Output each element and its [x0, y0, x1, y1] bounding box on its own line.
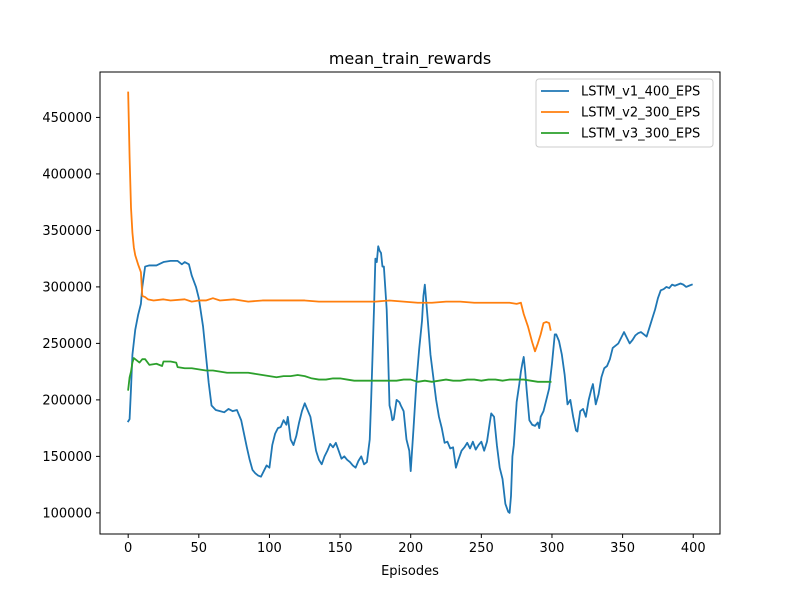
y-tick-label: 100000: [42, 506, 92, 521]
x-tick-label: 200: [398, 541, 423, 556]
y-tick-label: 150000: [42, 450, 92, 465]
x-tick-label: 100: [257, 541, 282, 556]
legend-label-3: LSTM_v3_300_EPS: [581, 127, 700, 142]
x-tick-label: 300: [540, 541, 565, 556]
y-tick-label: 350000: [42, 224, 92, 239]
x-axis-label: Episodes: [381, 564, 439, 579]
legend-label-1: LSTM_v1_400_EPS: [581, 85, 700, 100]
x-tick-label: 0: [124, 541, 132, 556]
legend-label-2: LSTM_v2_300_EPS: [581, 106, 700, 121]
series-line-1: [126, 245, 693, 514]
x-tick-label: 400: [681, 541, 706, 556]
y-axis: 100000 150000 200000 250000 300000 350000 4000…: [42, 111, 100, 521]
y-tick-label: 400000: [42, 167, 92, 182]
series-line-3: [127, 357, 552, 391]
x-tick-label: 250: [469, 541, 494, 556]
plot-frame: [99, 71, 721, 535]
y-tick-label: 450000: [42, 111, 92, 126]
series-line-2: [127, 91, 552, 353]
legend-box: [535, 78, 714, 148]
y-tick-label: 250000: [42, 337, 92, 352]
chart-title: mean_train_rewards: [329, 49, 491, 69]
x-tick-label: 350: [610, 541, 635, 556]
x-axis: 0 50 100 150 200 250 300 350 400: [124, 534, 706, 556]
x-tick-label: 150: [328, 541, 353, 556]
legend: LSTM_v1_400_EPS LSTM_v2_300_EPS LSTM_v3_30…: [535, 78, 714, 148]
series-layer: [126, 91, 693, 514]
y-tick-label: 300000: [42, 280, 92, 295]
y-tick-label: 200000: [42, 393, 92, 408]
x-tick-label: 50: [191, 541, 208, 556]
